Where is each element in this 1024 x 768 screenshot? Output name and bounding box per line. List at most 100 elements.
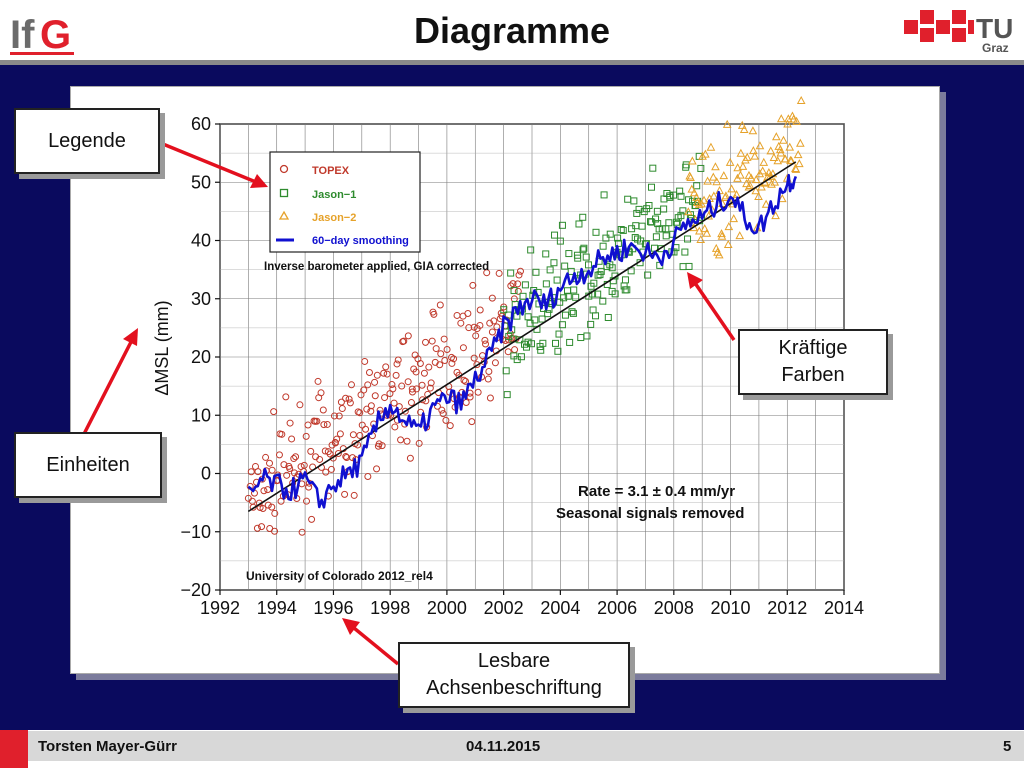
jason2-point	[712, 177, 722, 186]
jason1-point	[670, 191, 678, 199]
jason1-point	[665, 219, 673, 227]
jason1-point	[537, 346, 545, 354]
jason1-point	[619, 226, 627, 234]
jason2-point	[750, 151, 760, 160]
topex-point	[457, 319, 465, 327]
topex-point	[462, 377, 470, 385]
jason2-point	[775, 145, 785, 154]
jason2-point	[736, 170, 745, 179]
jason1-point	[644, 271, 652, 279]
arrow-farben-head	[687, 272, 703, 289]
jason2-point	[751, 175, 761, 184]
topex-point	[260, 487, 268, 495]
topex-point	[356, 409, 364, 417]
jason2-point	[701, 149, 710, 158]
jason2-point	[793, 150, 803, 159]
topex-point	[259, 505, 267, 513]
jason1-point	[676, 187, 684, 195]
y-tick-label: 50	[191, 172, 211, 192]
jason1-point	[561, 311, 569, 319]
topex-point	[392, 371, 400, 379]
topex-point	[459, 344, 467, 352]
callout-legende: Legende	[14, 108, 160, 174]
jason2-point	[796, 138, 805, 147]
x-tick-label: 1996	[313, 598, 353, 618]
jason1-point	[599, 242, 607, 250]
topex-point	[481, 336, 489, 344]
jason1-point	[569, 309, 577, 317]
topex-point	[334, 449, 342, 457]
topex-point	[484, 375, 492, 383]
jason2-point	[709, 191, 719, 200]
topex-point	[438, 406, 446, 414]
topex-point	[448, 359, 456, 367]
legend-jason1-label: Jason−1	[312, 189, 356, 201]
jason1-point	[556, 237, 564, 245]
topex-point	[363, 405, 371, 413]
topex-point	[268, 503, 276, 511]
topex-point	[472, 332, 480, 340]
topex-point	[324, 448, 332, 456]
topex-point	[361, 357, 369, 365]
topex-point	[509, 280, 517, 288]
jason2-point	[698, 151, 707, 160]
x-tick-label: 2008	[654, 598, 694, 618]
callout-kraeftige-line1: Kräftige	[778, 337, 848, 359]
jason2-point	[706, 142, 716, 151]
chart-data-points	[244, 95, 806, 536]
jason1-point	[638, 222, 646, 230]
jason1-point	[594, 290, 602, 298]
jason2-point	[748, 126, 758, 135]
jason1-point	[606, 230, 614, 238]
jason2-point	[688, 156, 697, 165]
footer-page-number: 5	[1003, 738, 1012, 755]
topex-point	[439, 410, 447, 418]
jason2-point	[739, 124, 749, 134]
jason1-point	[579, 213, 587, 221]
topex-point	[515, 271, 523, 279]
jason2-point	[766, 146, 776, 155]
topex-point	[427, 379, 435, 387]
topex-point	[258, 523, 266, 531]
topex-point	[336, 430, 344, 438]
topex-point	[403, 437, 411, 445]
topex-point	[430, 310, 438, 318]
jason1-point	[558, 221, 566, 229]
x-tick-label: 2004	[540, 598, 580, 618]
jason1-point	[633, 209, 641, 217]
footer-accent	[0, 730, 28, 768]
jason2-point	[745, 180, 755, 189]
jason1-point	[582, 253, 590, 261]
axis-ticks: 1992 1994 1996 1998 2000 2002 2004 2006 2008 2010…	[180, 114, 864, 618]
legend-topex-label: TOPEX	[312, 165, 350, 177]
topex-point	[350, 491, 358, 499]
topex-point	[346, 399, 354, 407]
jason1-point	[602, 234, 610, 242]
jason1-point	[510, 287, 518, 295]
topex-point	[408, 385, 416, 393]
y-tick-label: 30	[191, 289, 211, 309]
topex-point	[323, 420, 331, 428]
jason1-point	[604, 313, 612, 321]
topex-point	[482, 340, 490, 348]
arrow-einheiten	[82, 339, 134, 435]
jason2-point	[792, 116, 801, 125]
topex-point	[493, 323, 501, 331]
source-annotation: University of Colorado 2012_rel4	[246, 569, 433, 583]
jason1-point	[570, 286, 578, 294]
jason2-point	[769, 152, 779, 162]
topex-point	[433, 402, 441, 410]
jason2-point	[725, 157, 735, 166]
topex-point	[440, 335, 448, 343]
x-tick-label: 1992	[200, 598, 240, 618]
arrow-legende	[157, 140, 257, 184]
topex-point	[415, 439, 423, 447]
jason2-point	[723, 239, 733, 248]
jason1-point	[575, 220, 583, 228]
jason2-point	[703, 176, 712, 185]
jason1-point	[677, 192, 685, 200]
jason1-point	[565, 250, 573, 258]
jason2-point	[722, 119, 732, 128]
topex-point	[420, 369, 428, 377]
topex-point	[504, 348, 512, 356]
